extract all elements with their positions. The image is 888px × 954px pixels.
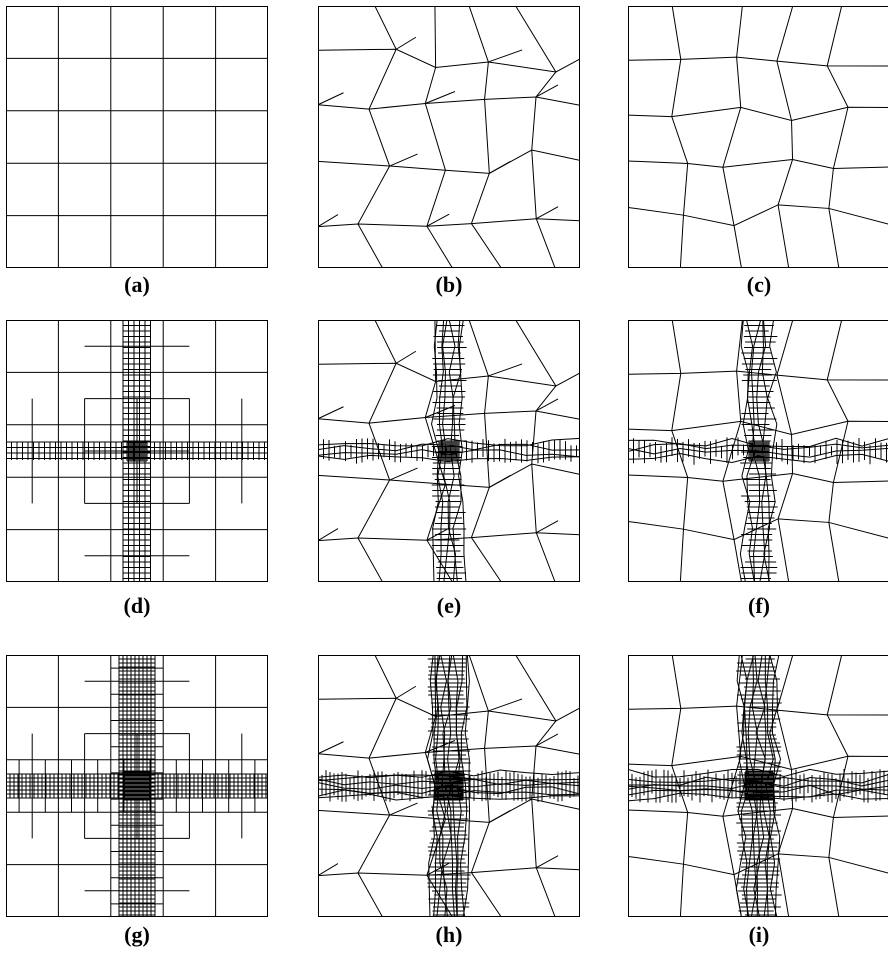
mesh-lines-a bbox=[6, 6, 268, 268]
mesh-frame-a bbox=[6, 6, 268, 268]
caption-f: (f) bbox=[748, 593, 770, 618]
caption-d: (d) bbox=[123, 593, 151, 618]
mesh-lines-b bbox=[318, 6, 580, 268]
mesh-h bbox=[318, 655, 580, 917]
mesh-d bbox=[6, 320, 268, 582]
mesh-panel-h bbox=[318, 655, 580, 917]
mesh-frame-e bbox=[318, 320, 580, 582]
mesh-frame-g bbox=[6, 655, 268, 917]
mesh-c bbox=[628, 6, 888, 268]
mesh-lines-e bbox=[318, 320, 580, 582]
mesh-e bbox=[318, 320, 580, 582]
mesh-frame-f bbox=[628, 320, 888, 582]
mesh-frame-b bbox=[318, 6, 580, 268]
mesh-panel-a bbox=[6, 6, 268, 268]
mesh-f bbox=[628, 320, 888, 582]
mesh-lines-h bbox=[318, 655, 580, 917]
mesh-panel-i bbox=[628, 655, 888, 917]
mesh-g bbox=[6, 655, 268, 917]
mesh-b bbox=[318, 6, 580, 268]
caption-g: (g) bbox=[124, 922, 150, 947]
caption-c: (c) bbox=[746, 272, 772, 297]
mesh-panel-b bbox=[318, 6, 580, 268]
mesh-frame-i bbox=[628, 655, 888, 917]
mesh-panel-d bbox=[6, 320, 268, 582]
caption-b: (b) bbox=[435, 272, 463, 297]
mesh-panel-c bbox=[628, 6, 888, 268]
mesh-frame-c bbox=[628, 6, 888, 268]
mesh-i bbox=[628, 655, 888, 917]
mesh-a bbox=[6, 6, 268, 268]
mesh-lines-i bbox=[628, 655, 888, 917]
caption-h: (h) bbox=[435, 922, 463, 947]
mesh-lines-f bbox=[628, 320, 888, 582]
mesh-lines-g bbox=[6, 655, 268, 917]
mesh-lines-d bbox=[6, 320, 268, 582]
caption-e: (e) bbox=[436, 593, 462, 618]
mesh-lines-c bbox=[628, 6, 888, 268]
mesh-panel-e bbox=[318, 320, 580, 582]
caption-i: (i) bbox=[748, 922, 770, 947]
mesh-frame-h bbox=[318, 655, 580, 917]
mesh-panel-g bbox=[6, 655, 268, 917]
mesh-panel-f bbox=[628, 320, 888, 582]
mesh-frame-d bbox=[6, 320, 268, 582]
caption-a: (a) bbox=[124, 272, 150, 297]
